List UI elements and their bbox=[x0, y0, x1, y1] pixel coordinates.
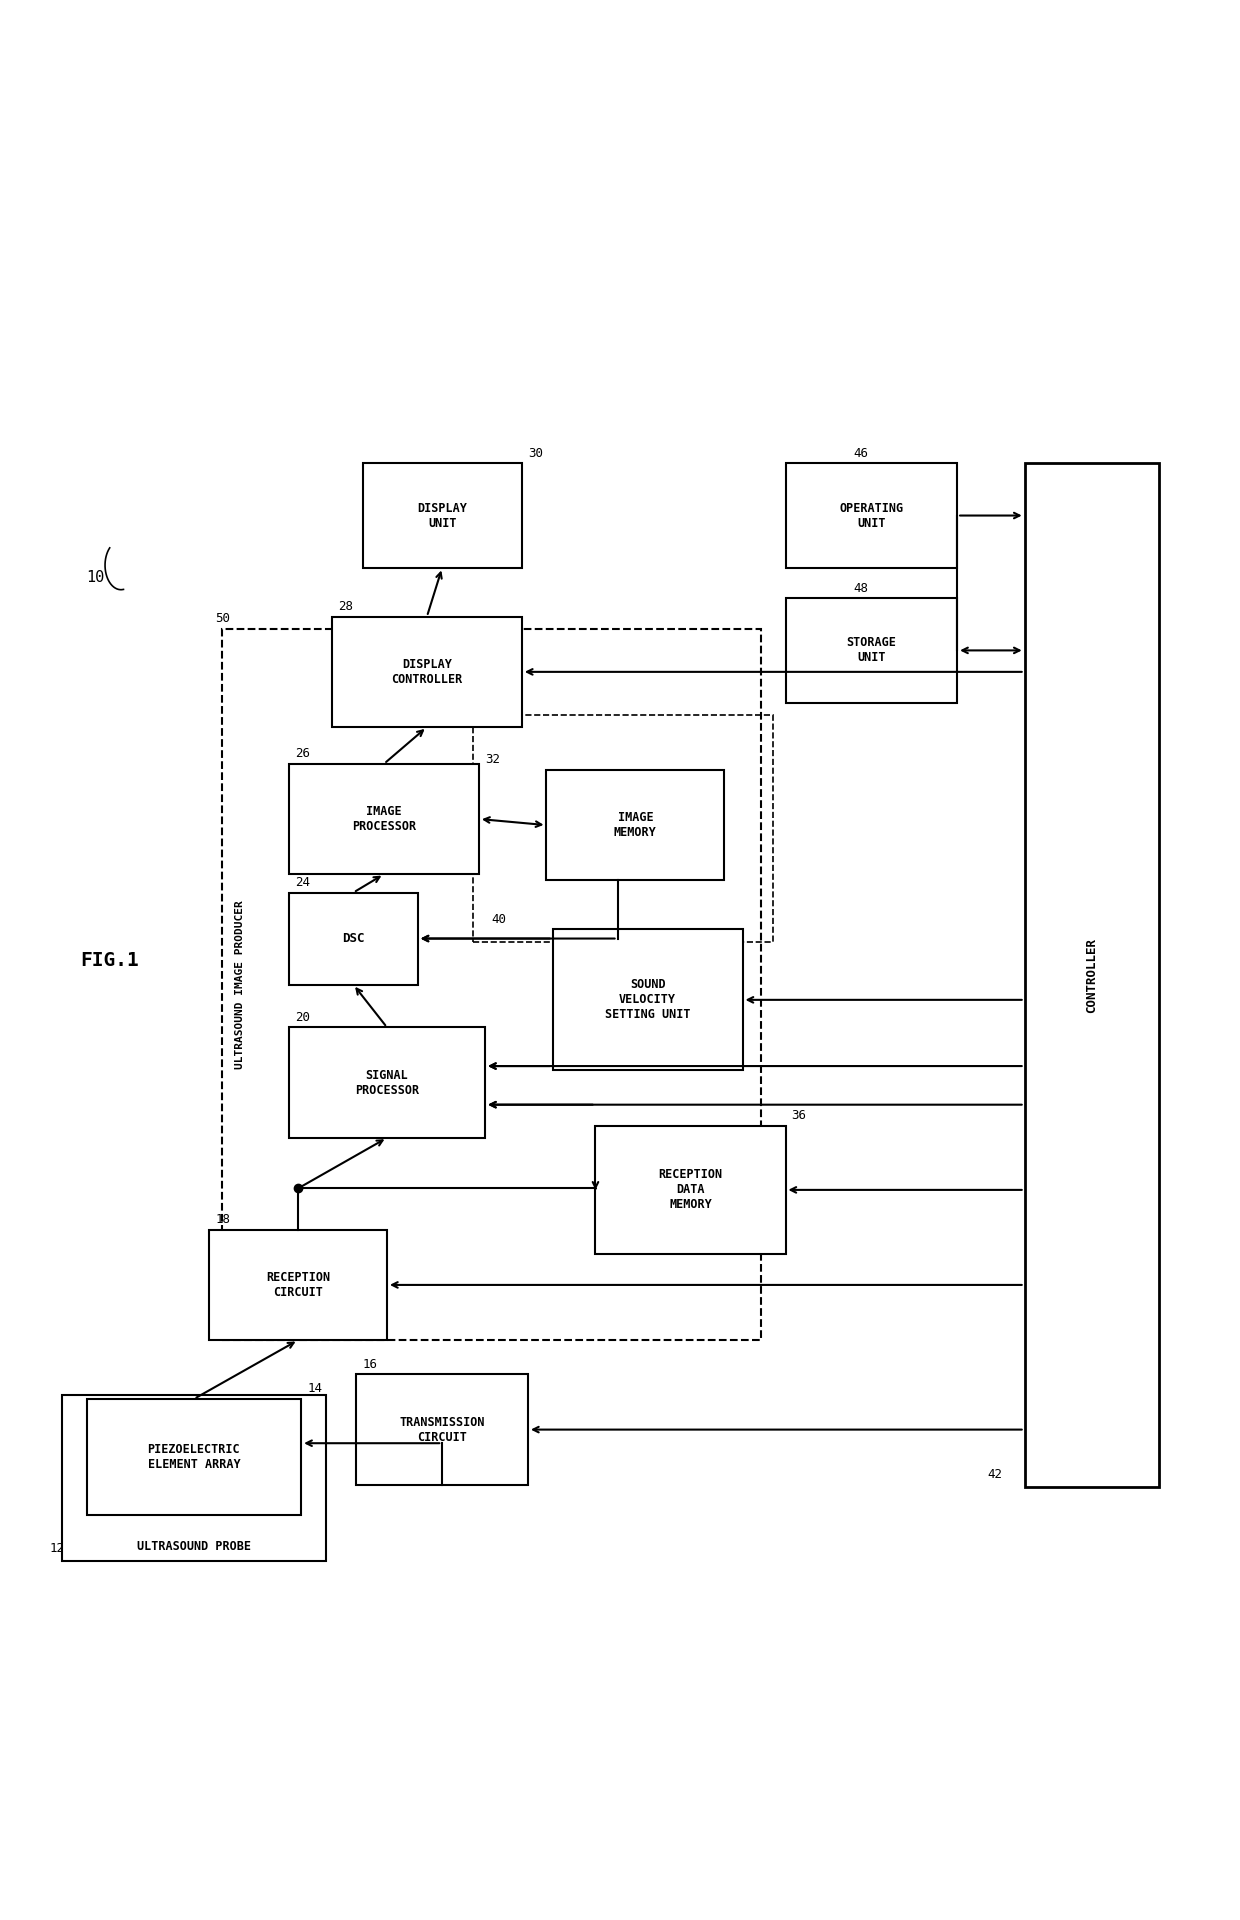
Bar bbox=[356, 1375, 528, 1484]
Text: 32: 32 bbox=[485, 753, 500, 766]
Text: 14: 14 bbox=[308, 1382, 322, 1396]
Bar bbox=[289, 764, 479, 874]
Text: DISPLAY
UNIT: DISPLAY UNIT bbox=[418, 501, 467, 530]
Bar bbox=[289, 893, 418, 985]
Text: 12: 12 bbox=[50, 1542, 64, 1555]
Text: RECEPTION
CIRCUIT: RECEPTION CIRCUIT bbox=[267, 1271, 330, 1300]
Bar bbox=[289, 1027, 485, 1139]
Bar bbox=[210, 1229, 387, 1340]
Bar bbox=[87, 1400, 301, 1515]
Bar bbox=[547, 770, 724, 879]
Bar bbox=[785, 599, 957, 703]
Text: OPERATING
UNIT: OPERATING UNIT bbox=[839, 501, 904, 530]
Text: 20: 20 bbox=[295, 1010, 310, 1023]
Text: 26: 26 bbox=[295, 747, 310, 760]
Text: 18: 18 bbox=[216, 1213, 231, 1227]
Bar bbox=[362, 463, 522, 568]
Text: 48: 48 bbox=[853, 582, 868, 595]
Text: IMAGE
MEMORY: IMAGE MEMORY bbox=[614, 810, 657, 839]
Text: 28: 28 bbox=[339, 601, 353, 612]
Text: TRANSMISSION
CIRCUIT: TRANSMISSION CIRCUIT bbox=[399, 1415, 485, 1444]
Text: 36: 36 bbox=[791, 1110, 807, 1121]
Text: 42: 42 bbox=[988, 1469, 1003, 1480]
Bar bbox=[553, 929, 743, 1069]
Text: 40: 40 bbox=[491, 912, 506, 925]
Text: 10: 10 bbox=[86, 570, 104, 586]
Bar bbox=[595, 1125, 785, 1254]
Bar bbox=[332, 616, 522, 728]
Text: 46: 46 bbox=[853, 447, 868, 459]
Text: SOUND
VELOCITY
SETTING UNIT: SOUND VELOCITY SETTING UNIT bbox=[605, 979, 691, 1021]
Text: CONTROLLER: CONTROLLER bbox=[1085, 937, 1099, 1014]
Text: PIEZOELECTRIC
ELEMENT ARRAY: PIEZOELECTRIC ELEMENT ARRAY bbox=[148, 1444, 241, 1471]
Text: FIG.1: FIG.1 bbox=[81, 950, 139, 970]
Text: STORAGE
UNIT: STORAGE UNIT bbox=[847, 636, 897, 664]
Text: SIGNAL
PROCESSOR: SIGNAL PROCESSOR bbox=[355, 1069, 419, 1096]
Bar bbox=[1024, 463, 1159, 1488]
Bar bbox=[62, 1396, 326, 1561]
Text: RECEPTION
DATA
MEMORY: RECEPTION DATA MEMORY bbox=[658, 1169, 723, 1212]
Bar bbox=[785, 463, 957, 568]
Text: ULTRASOUND PROBE: ULTRASOUND PROBE bbox=[136, 1540, 250, 1553]
Bar bbox=[472, 714, 774, 941]
Text: IMAGE
PROCESSOR: IMAGE PROCESSOR bbox=[352, 804, 417, 833]
Bar bbox=[222, 630, 761, 1340]
Text: 50: 50 bbox=[216, 612, 231, 626]
Text: DISPLAY
CONTROLLER: DISPLAY CONTROLLER bbox=[392, 659, 463, 685]
Text: ULTRASOUND IMAGE PRODUCER: ULTRASOUND IMAGE PRODUCER bbox=[234, 900, 246, 1069]
Text: 24: 24 bbox=[295, 876, 310, 889]
Text: 30: 30 bbox=[528, 447, 543, 459]
Text: DSC: DSC bbox=[342, 931, 365, 945]
Text: 16: 16 bbox=[362, 1357, 377, 1371]
